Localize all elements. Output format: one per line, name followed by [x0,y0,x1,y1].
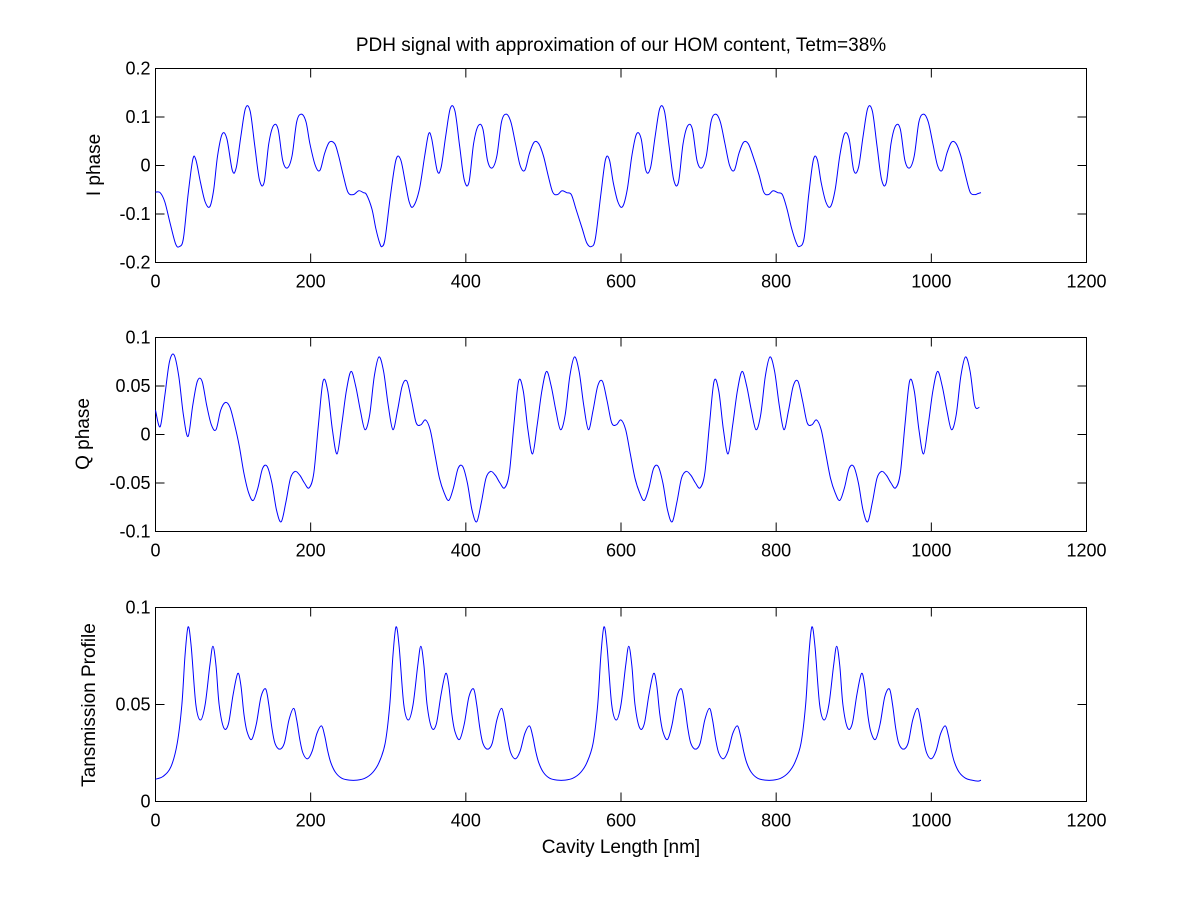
i-phase-xtick-label: 400 [451,272,481,292]
transmission-ytick-label: 0.05 [115,695,150,715]
transmission-ylabel: Tansmission Profile [79,623,100,787]
q-phase-xtick-label: 600 [606,541,636,561]
i-phase-plot-area [155,68,1087,263]
q-phase-xtick-label: 400 [451,541,481,561]
transmission-xlabel: Cavity Length [nm] [542,837,700,858]
i-phase-xtick-label: 800 [761,272,791,292]
i-phase-xtick-label: 600 [606,272,636,292]
q-phase-plot-area [155,337,1087,532]
q-phase-axes: 0 200 400 600 800 1000 1200 -0.1 -0.05 0 0.05 0.1 Q… [73,328,1107,561]
transmission-ticks: 0 200 400 600 800 1000 1200 0 0.05 0.1 [115,598,1106,831]
i-phase-xtick-label: 1200 [1066,272,1106,292]
q-phase-curve [155,353,980,523]
i-phase-ylabel: I phase [84,134,105,196]
i-phase-ytick-label: 0 [140,156,150,176]
i-phase-curve [155,105,982,248]
q-phase-xtick-label: 800 [761,541,791,561]
q-phase-xtick-label: 0 [150,541,160,561]
transmission-curve [155,626,982,782]
transmission-ytick-label: 0.1 [125,598,150,618]
figure-title: PDH signal with approximation of our HOM… [356,35,886,56]
q-phase-ylabel: Q phase [73,398,94,470]
transmission-xtick-label: 400 [451,811,481,831]
q-phase-ticks: 0 200 400 600 800 1000 1200 -0.1 -0.05 0 0.05 0.1 [109,328,1106,561]
transmission-xtick-label: 1200 [1066,811,1106,831]
q-phase-ytick-label: 0.1 [125,328,150,348]
transmission-xtick-label: 600 [606,811,636,831]
i-phase-ytick-label: -0.2 [119,253,150,273]
i-phase-xtick-label: 1000 [911,272,951,292]
transmission-xtick-label: 0 [150,811,160,831]
q-phase-ytick-label: 0.05 [115,376,150,396]
i-phase-axes: 0 200 400 600 800 1000 1200 -0.2 -0.1 0 0.1 0.2 I p… [84,59,1107,292]
transmission-xtick-label: 1000 [911,811,951,831]
q-phase-ytick-label: -0.1 [119,522,150,542]
q-phase-xtick-label: 200 [296,541,326,561]
q-phase-ytick-label: -0.05 [109,473,150,493]
transmission-xtick-label: 200 [296,811,326,831]
q-phase-xtick-label: 1000 [911,541,951,561]
q-phase-xtick-label: 1200 [1066,541,1106,561]
transmission-axes: 0 200 400 600 800 1000 1200 0 0.05 0.1 Tansmissio… [79,598,1107,859]
i-phase-xtick-label: 0 [150,272,160,292]
i-phase-ytick-label: 0.2 [125,59,150,79]
i-phase-ytick-label: 0.1 [125,107,150,127]
transmission-xtick-label: 800 [761,811,791,831]
i-phase-ytick-label: -0.1 [119,204,150,224]
i-phase-ticks: 0 200 400 600 800 1000 1200 -0.2 -0.1 0 0.1 0.2 [119,59,1106,292]
q-phase-ytick-label: 0 [140,425,150,445]
i-phase-xtick-label: 200 [296,272,326,292]
transmission-ytick-label: 0 [140,792,150,812]
